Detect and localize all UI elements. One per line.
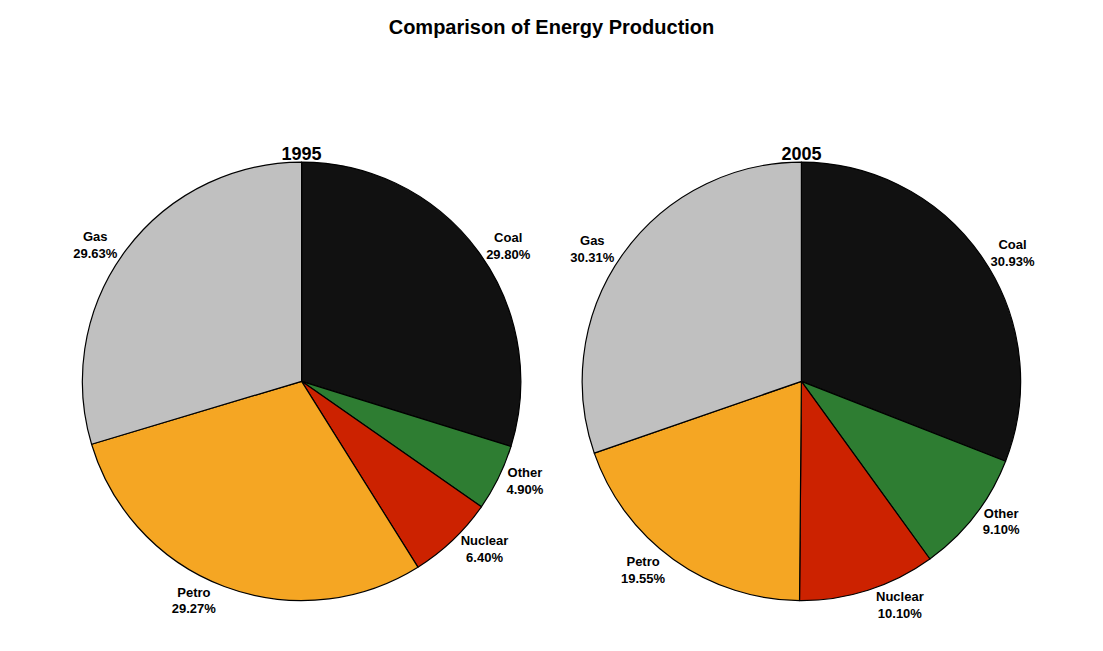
svg-text:Gas30.31%: Gas30.31%	[570, 233, 615, 265]
svg-text:Coal29.80%: Coal29.80%	[486, 230, 531, 262]
svg-text:2005: 2005	[781, 144, 821, 164]
svg-text:Petro19.55%: Petro19.55%	[621, 554, 666, 586]
svg-text:Gas29.63%: Gas29.63%	[73, 229, 118, 261]
svg-text:Other4.90%: Other4.90%	[506, 465, 543, 497]
svg-text:Nuclear10.10%: Nuclear10.10%	[876, 589, 924, 621]
svg-text:Petro29.27%: Petro29.27%	[172, 585, 217, 617]
svg-text:Coal30.93%: Coal30.93%	[990, 237, 1035, 269]
svg-text:Other9.10%: Other9.10%	[983, 506, 1020, 538]
svg-text:Comparison of Energy Productio: Comparison of Energy Production	[389, 16, 715, 38]
svg-text:1995: 1995	[282, 144, 322, 164]
svg-text:Nuclear6.40%: Nuclear6.40%	[461, 533, 509, 565]
